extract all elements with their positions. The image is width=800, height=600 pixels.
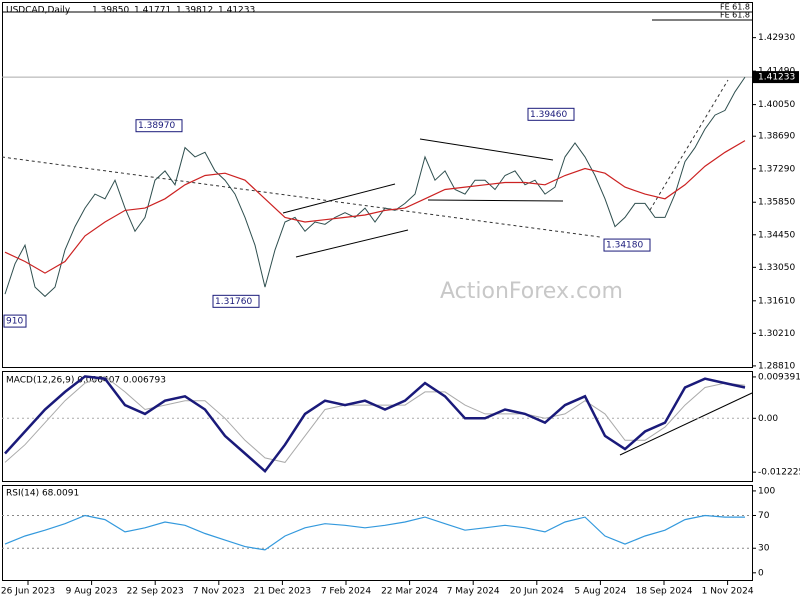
y-tick-label: 1.37290 [758, 164, 795, 174]
x-tick-label: 7 May 2024 [447, 587, 500, 597]
y-tick-label: 1.30210 [758, 329, 795, 339]
triangle-line [427, 199, 564, 202]
y-tick-label: 1.35850 [758, 198, 795, 208]
channel-line [295, 229, 409, 258]
current-price-box [753, 71, 799, 84]
y-tick-label: 0.00 [758, 414, 778, 424]
x-tick-label: 22 Sep 2023 [127, 587, 184, 597]
x-tick-label: 18 Sep 2024 [635, 587, 692, 597]
x-tick-label: 21 Dec 2023 [254, 587, 312, 597]
annotation-label: 1.39460 [530, 110, 567, 120]
x-tick-label: 7 Feb 2024 [321, 587, 372, 597]
x-tick-label: 22 Mar 2024 [381, 587, 438, 597]
y-tick-label: -0.012225 [758, 468, 800, 478]
annotation-box [135, 119, 183, 133]
y-tick-label: 0.009391 [758, 372, 800, 382]
series-line [4, 76, 746, 298]
y-tick-label: 1.31610 [758, 296, 795, 306]
annotation-box [3, 314, 27, 328]
ohlc-value: 1.39812 [176, 6, 213, 16]
price-panel [2, 2, 753, 368]
rsi-label: RSI(14) 68.0091 [6, 489, 79, 499]
y-tick-label: 1.38690 [758, 132, 795, 142]
x-tick-label: 9 Aug 2023 [66, 587, 118, 597]
y-tick-label: 1.42930 [758, 33, 795, 43]
trend-line [649, 79, 729, 211]
annotation-box [527, 107, 575, 121]
watermark: ActionForex.com [440, 279, 623, 304]
annotation-label: 1.34180 [606, 241, 643, 251]
annotation-label: 1.31760 [215, 297, 252, 307]
triangle-line [419, 138, 554, 161]
trend-line [1, 156, 601, 238]
y-tick-label: 1.40050 [758, 100, 795, 110]
y-tick-label: 100 [758, 486, 775, 496]
annotation-box [603, 238, 651, 252]
y-tick-label: 30 [758, 544, 770, 554]
y-tick-label: 70 [758, 511, 770, 521]
ohlc-value: 1.41233 [218, 6, 255, 16]
rsi-panel [2, 485, 753, 581]
x-tick-label: 20 Jun 2024 [510, 587, 564, 597]
channel-line [282, 183, 396, 214]
macd-trend-line [619, 392, 753, 456]
y-tick-label: 1.34450 [758, 230, 795, 240]
y-tick-label: 1.28810 [758, 361, 795, 371]
macd-panel [2, 371, 753, 482]
ohlc-value: 1.41771 [134, 6, 171, 16]
macd-label: MACD(12,26,9) 0.006407 0.006793 [6, 376, 166, 386]
fib-label: FE 61.8 [720, 11, 750, 20]
series-line [4, 140, 746, 274]
macd-line [4, 375, 746, 474]
annotation-box [212, 294, 260, 308]
x-tick-label: 1 Nov 2024 [702, 587, 754, 597]
y-tick-label: 1.33050 [758, 263, 795, 273]
x-tick-label: 5 Aug 2024 [574, 587, 626, 597]
chart-title: USDCAD,Daily [6, 6, 71, 16]
series-line [4, 514, 745, 551]
annotation-label: 910 [6, 317, 23, 327]
y-tick-label: 0 [758, 568, 764, 578]
annotation-label: 1.38970 [138, 121, 175, 131]
fib-label: FE 61.8 [720, 3, 750, 12]
x-tick-label: 26 Jun 2023 [1, 587, 55, 597]
ohlc-value: 1.39850 [92, 6, 129, 16]
current-price-label: 1.41233 [758, 73, 795, 83]
x-tick-label: 7 Nov 2023 [193, 587, 245, 597]
